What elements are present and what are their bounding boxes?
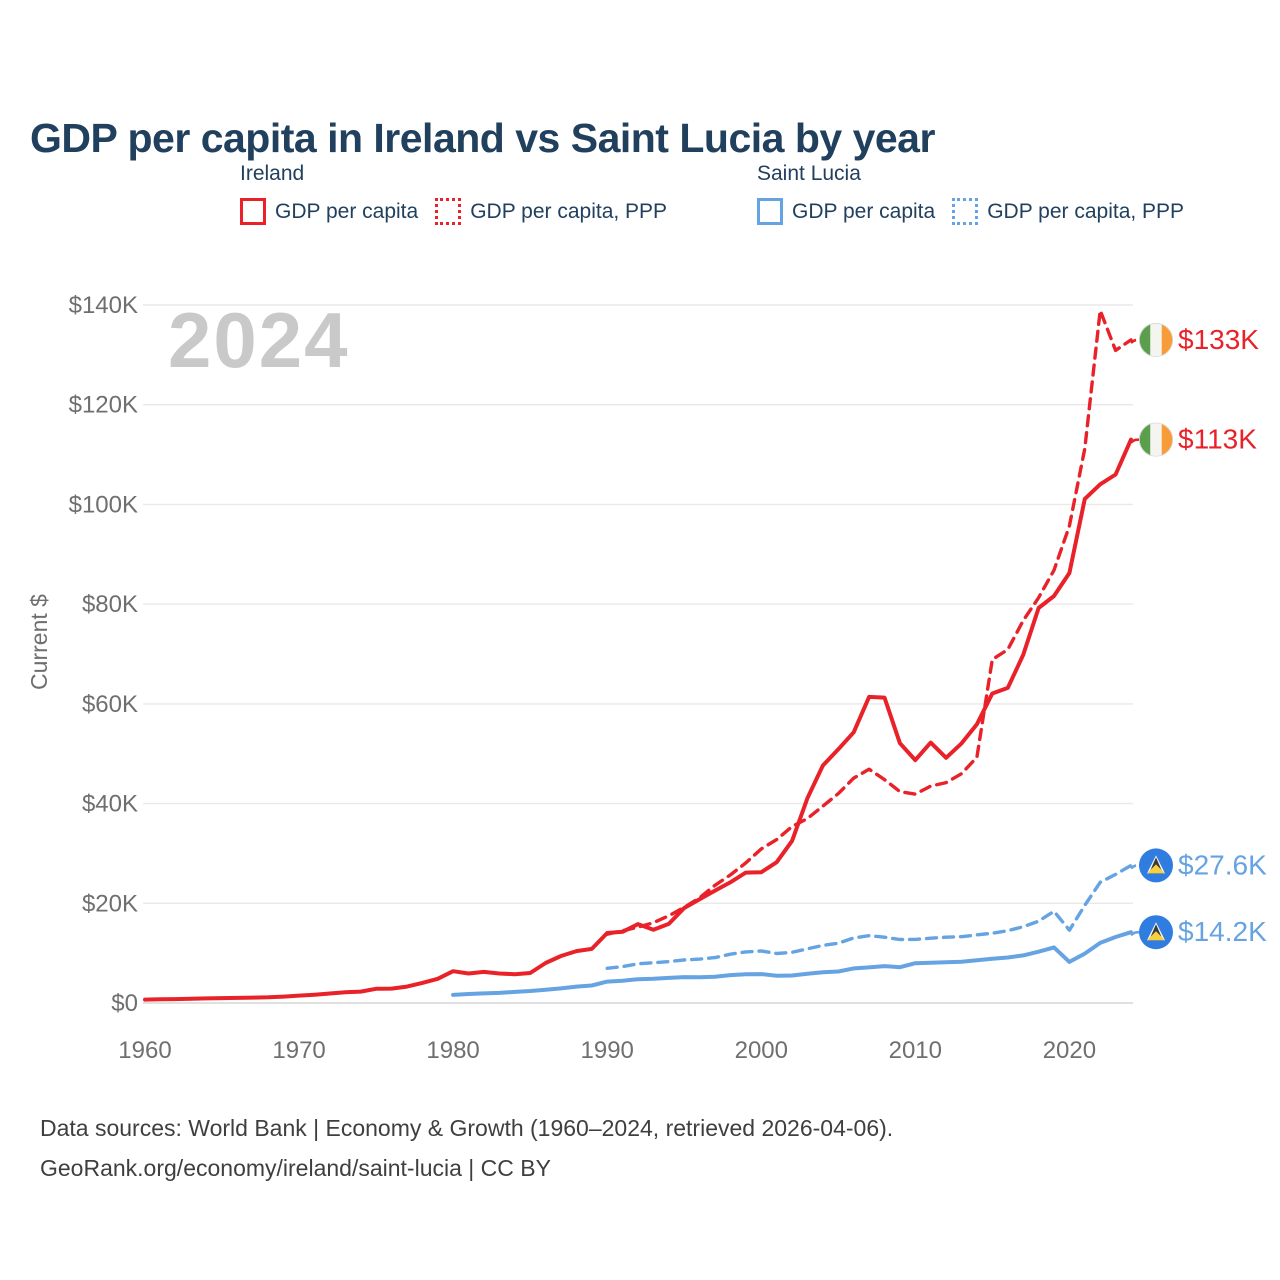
y-tick-label: $40K [82,791,138,818]
legend-item-saint-lucia-gdp-ppp[interactable]: GDP per capita, PPP [952,198,1184,225]
y-tick-label: $20K [82,890,138,917]
legend-group-ireland: Ireland GDP per capita GDP per capita, P… [240,162,684,225]
series-ireland-gdp-line [143,437,1133,1002]
x-tick-label: 2000 [735,1037,788,1064]
y-tick-label: $120K [69,392,138,419]
data-sources-line: Data sources: World Bank | Economy & Gro… [40,1115,894,1141]
saint-lucia-flag-icon [1139,848,1173,883]
legend-item-label: GDP per capita, PPP [470,199,668,223]
y-tick-label: $60K [82,691,138,718]
saint-lucia-flag-icon [1139,915,1173,950]
legend-item-ireland-gdp-ppp[interactable]: GDP per capita, PPP [435,198,667,225]
legend-group-saint-lucia: Saint Lucia GDP per capita GDP per capit… [757,162,1201,225]
end-label-value: $113K [1178,424,1257,455]
end-label-value: $133K [1178,324,1259,355]
legend-item-label: GDP per capita [792,199,936,223]
x-tick-label: 1960 [118,1037,171,1064]
attribution-line: GeoRank.org/economy/ireland/saint-lucia … [40,1155,551,1181]
legend-item-label: GDP per capita, PPP [987,199,1185,223]
end-label-value: $27.6K [1178,849,1267,880]
y-tick-label: $0 [111,990,138,1017]
y-tick-label: $80K [82,591,138,618]
x-tick-label: 1980 [426,1037,479,1064]
legend-swatch-dotted-blue-icon [952,198,979,225]
end-label-connector [1130,864,1140,870]
end-label-connector [1130,338,1140,344]
series-ireland-gdp-ppp-line [605,308,1133,936]
ireland-flag-icon [1139,422,1174,457]
legend-item-label: GDP per capita [275,199,419,223]
legend-row: GDP per capita GDP per capita, PPP [240,198,684,225]
x-tick-label: 1970 [272,1037,325,1064]
end-label-connector [1130,438,1140,444]
watermark-year: 2024 [168,296,350,384]
legend-swatch-solid-red-icon [240,198,266,225]
y-axis-title: Current $ [26,594,52,690]
legend-swatch-solid-blue-icon [757,198,783,225]
end-label-connector [1130,930,1140,937]
legend-group-title: Ireland [240,162,305,185]
legend-item-ireland-gdp[interactable]: GDP per capita [240,198,418,225]
legend-row: GDP per capita GDP per capita, PPP [757,198,1201,225]
end-label-value: $14.2K [1178,916,1267,947]
x-tick-label: 2020 [1043,1037,1096,1064]
series-saint-lucia-gdp-ppp-line [605,863,1133,970]
page-title: GDP per capita in Ireland vs Saint Lucia… [30,115,935,162]
y-tick-label: $100K [69,491,138,518]
legend-group-title: Saint Lucia [757,162,861,185]
series-saint-lucia-gdp-line [451,930,1133,997]
x-tick-label: 2010 [889,1037,942,1064]
y-tick-label: $140K [69,292,138,319]
legend-item-saint-lucia-gdp[interactable]: GDP per capita [757,198,935,225]
ireland-flag-icon [1139,322,1174,357]
chart-footer: Data sources: World Bank | Economy & Gro… [40,1108,893,1188]
legend-swatch-dotted-red-icon [435,198,462,225]
x-tick-label: 1990 [581,1037,634,1064]
